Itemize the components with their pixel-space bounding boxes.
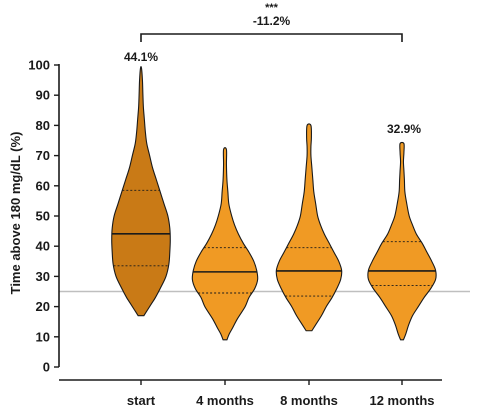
y-axis-label: Time above 180 mg/dL (%) (8, 132, 23, 295)
violin-body (111, 65, 171, 317)
median-value-label: 32.9% (387, 122, 421, 136)
x-tick-label: 8 months (280, 393, 338, 408)
violin-start (111, 65, 171, 317)
y-tick-label: 20 (36, 299, 50, 314)
median-value-label: 44.1% (124, 50, 158, 64)
y-tick-label: 70 (36, 148, 50, 163)
y-tick-label: 60 (36, 178, 50, 193)
y-tick-label: 30 (36, 269, 50, 284)
significance-label: -11.2% (253, 14, 291, 28)
x-tick-label: start (127, 393, 156, 408)
y-tick-label: 10 (36, 329, 50, 344)
violin-body (191, 147, 259, 341)
violin-body (367, 141, 437, 341)
violin-4-months (191, 147, 259, 341)
y-tick-label: 90 (36, 88, 50, 103)
x-tick-label: 12 months (369, 393, 434, 408)
violin-12-months (367, 141, 437, 341)
violin-body (275, 123, 343, 332)
violin-8-months (275, 123, 343, 332)
significance-bracket (140, 33, 403, 42)
y-tick-label: 0 (43, 360, 50, 375)
y-tick-label: 80 (36, 118, 50, 133)
significance-stars: *** (265, 2, 279, 14)
y-tick-label: 100 (28, 58, 50, 73)
x-tick-label: 4 months (196, 393, 254, 408)
y-tick-label: 50 (36, 209, 50, 224)
y-tick-label: 40 (36, 239, 50, 254)
